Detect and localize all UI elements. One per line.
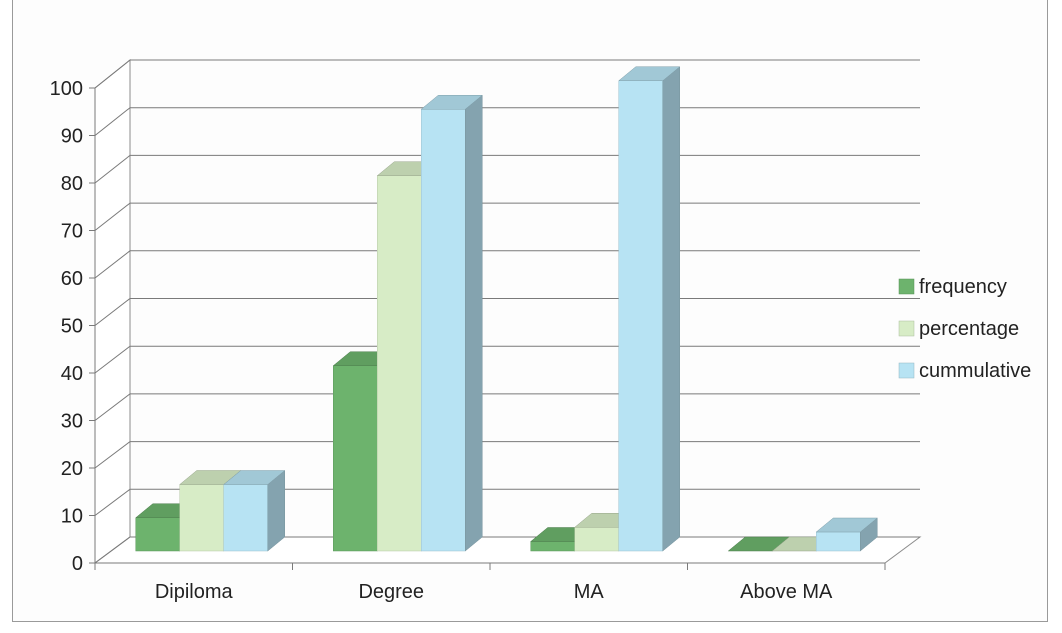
y-tick-label: 30 — [61, 411, 83, 433]
y-tick-label: 90 — [61, 126, 83, 148]
y-tick-label: 60 — [61, 268, 83, 290]
bars — [135, 66, 878, 552]
bar-cummulative-ma — [618, 66, 681, 552]
bar-front — [618, 80, 663, 552]
bar-front — [179, 484, 224, 552]
bar-front — [816, 531, 861, 552]
bar-front — [377, 175, 422, 552]
bar-front — [333, 365, 378, 552]
legend-label: frequency — [919, 276, 1007, 298]
gridline — [94, 393, 920, 421]
y-tick-label: 70 — [61, 221, 83, 243]
bar-side — [465, 94, 483, 552]
y-axis: 0 10 20 30 40 50 60 70 80 90 100 — [50, 78, 96, 575]
bar-front — [135, 517, 180, 552]
gridline — [94, 59, 920, 89]
y-tick-label: 10 — [61, 506, 83, 528]
legend-label: cummulative — [919, 360, 1031, 382]
bar-front — [421, 109, 466, 552]
x-tick-label: MA — [574, 581, 605, 603]
gridline — [94, 298, 920, 326]
gridline — [94, 107, 920, 136]
y-tick-label: 40 — [61, 363, 83, 385]
bar-side — [662, 66, 680, 552]
gridline — [94, 441, 920, 469]
gridline — [94, 202, 920, 231]
y-tick-label: 100 — [50, 78, 83, 100]
gridline — [94, 154, 920, 184]
y-tick-label: 20 — [61, 458, 83, 480]
bar-top — [618, 66, 681, 81]
y-tick-label: 80 — [61, 173, 83, 195]
legend-swatch — [898, 320, 915, 337]
legend: frequency percentage cummulative — [898, 276, 1031, 382]
x-tick-label: Above MA — [740, 581, 833, 603]
legend-swatch — [898, 362, 915, 379]
bar-cummulative-above-ma — [815, 517, 878, 552]
gridline — [94, 345, 920, 374]
bar-top — [815, 517, 878, 533]
bar-front — [574, 527, 619, 552]
x-tick-label: Dipiloma — [155, 581, 234, 603]
y-tick-label: 50 — [61, 316, 83, 338]
legend-swatch — [898, 278, 915, 295]
x-axis: Dipiloma Degree MA Above MA — [94, 562, 886, 603]
bar-front — [223, 484, 268, 552]
bar-front — [530, 541, 575, 552]
legend-label: percentage — [919, 318, 1019, 340]
gridline — [94, 250, 920, 279]
bar-cummulative-dipiloma — [223, 469, 286, 552]
x-tick-label: Degree — [358, 581, 424, 603]
y-tick-label: 0 — [72, 553, 83, 575]
bar-top — [223, 470, 286, 485]
bar-cummulative-degree — [420, 94, 483, 552]
bar-top — [420, 95, 483, 110]
